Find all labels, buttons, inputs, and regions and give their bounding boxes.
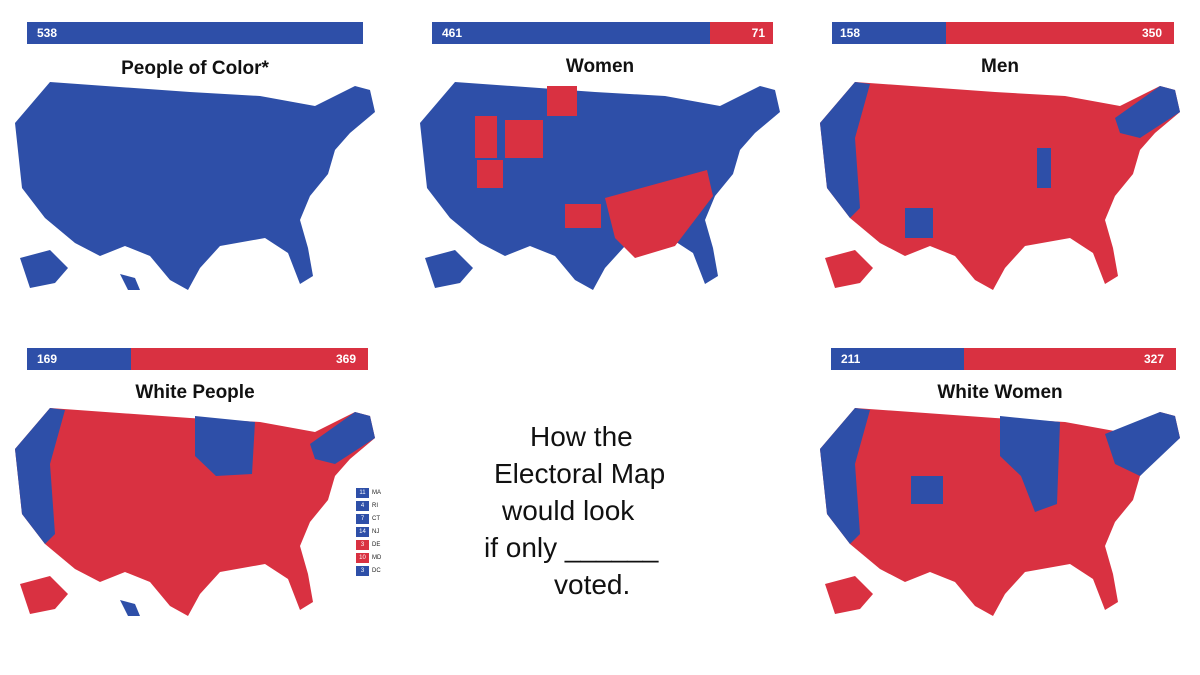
legend-ev: 14 — [356, 527, 369, 537]
small-state-legend: 11 MA 4 RI 7 CT 14 NJ 3 DE 10 MD 3 DC — [356, 487, 381, 578]
legend-state: DC — [372, 568, 381, 574]
us-map-people-of-color — [15, 82, 375, 290]
panel-title: White Women — [937, 382, 1063, 403]
rep-bar-segment: 350 — [945, 22, 1174, 44]
caption-line-4: if only ______ — [484, 532, 659, 563]
electoral-vote-bar: 538 — [27, 22, 363, 44]
rep-bar-segment: 369 — [131, 348, 368, 370]
panel-white-women: 211 327 White Women — [815, 348, 1185, 638]
legend-row-de: 3 DE — [356, 539, 381, 551]
legend-ev: 4 — [356, 501, 369, 511]
panel-people-of-color: 538 People of Color* — [10, 22, 380, 302]
electoral-vote-bar: 158 350 — [832, 22, 1174, 44]
dem-ev-count: 461 — [442, 26, 463, 40]
legend-state: RI — [372, 503, 378, 509]
legend-ev: 11 — [356, 488, 369, 498]
us-map-white-people — [15, 408, 375, 616]
us-map-white-women — [820, 408, 1180, 616]
dem-bar-segment: 211 — [831, 348, 964, 370]
rep-ev-count: 71 — [751, 26, 765, 40]
dem-ev-count: 538 — [37, 26, 58, 40]
rep-bar-segment: 327 — [963, 348, 1176, 370]
legend-row-md: 10 MD — [356, 552, 381, 564]
dem-bar-segment: 461 — [432, 22, 710, 44]
legend-state: CT — [372, 516, 380, 522]
caption-line-1: How the — [530, 421, 633, 452]
dem-ev-count: 211 — [841, 352, 861, 366]
electoral-vote-bar: 169 369 — [27, 348, 368, 370]
electoral-vote-bar: 211 327 — [831, 348, 1176, 370]
caption-line-3: would look — [502, 495, 635, 526]
panel-white-people: 169 369 White People — [10, 348, 380, 638]
legend-row-nj: 14 NJ — [356, 526, 381, 538]
rep-ev-count: 350 — [1141, 26, 1162, 40]
legend-ev: 3 — [356, 540, 369, 550]
rep-ev-count: 327 — [1143, 352, 1164, 366]
legend-state: NJ — [372, 529, 380, 535]
dem-bar-segment: 169 — [27, 348, 131, 370]
map-shapes — [420, 82, 780, 290]
dem-ev-count: 158 — [840, 26, 861, 40]
map-shapes — [820, 82, 1180, 290]
legend-state: MA — [372, 490, 381, 496]
panel-men: 158 350 Men — [815, 22, 1185, 302]
electoral-vote-bar: 461 71 — [432, 22, 773, 44]
legend-state: MD — [372, 555, 382, 561]
center-caption: How the Electoral Map would look if only… — [480, 418, 720, 603]
panel-title: People of Color* — [121, 58, 269, 79]
rep-ev-count: 369 — [335, 352, 356, 366]
dem-ev-count: 169 — [37, 352, 58, 366]
us-map-men — [820, 82, 1180, 290]
panel-title: Women — [565, 56, 635, 77]
legend-row-ma: 11 MA — [356, 487, 381, 499]
legend-row-ct: 7 CT — [356, 513, 381, 525]
dem-bar-segment: 158 — [832, 22, 946, 44]
panel-women: 461 71 Women — [415, 22, 785, 302]
us-map-women — [420, 82, 780, 290]
caption-line-5: voted. — [554, 569, 631, 600]
panel-title: White People — [135, 382, 255, 403]
legend-state: DE — [372, 542, 381, 548]
dem-bar-segment: 538 — [27, 22, 363, 44]
caption-line-2: Electoral Map — [494, 458, 666, 489]
map-shapes — [820, 408, 1180, 616]
legend-ev: 3 — [356, 566, 369, 576]
rep-bar-segment: 71 — [709, 22, 773, 44]
map-shapes — [15, 82, 375, 290]
legend-row-ri: 4 RI — [356, 500, 381, 512]
map-shapes — [15, 408, 375, 616]
legend-ev: 7 — [356, 514, 369, 524]
legend-ev: 10 — [356, 553, 369, 563]
legend-row-dc: 3 DC — [356, 565, 381, 577]
panel-title: Men — [981, 56, 1019, 77]
